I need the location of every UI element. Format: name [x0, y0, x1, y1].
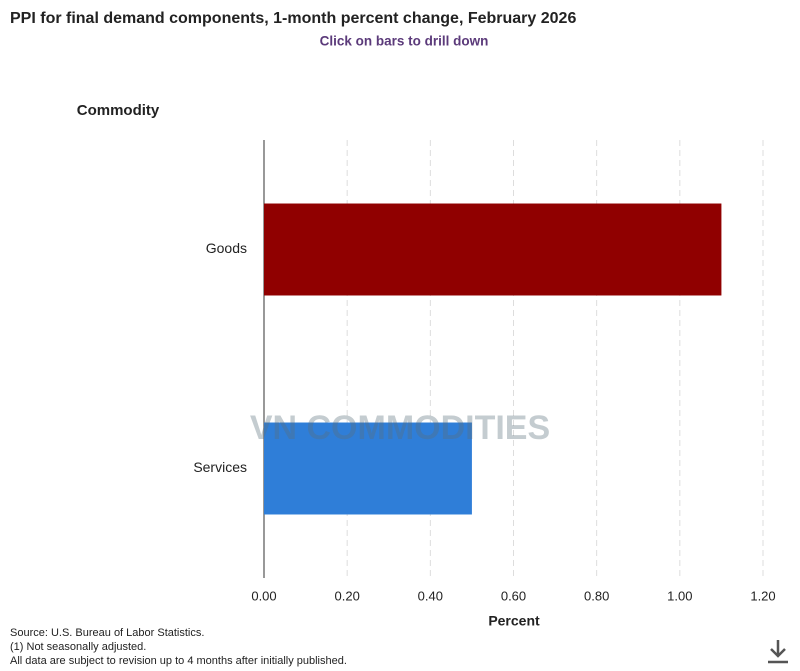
y-tick-label: Goods: [206, 240, 247, 256]
y-axis-title: Commodity: [77, 102, 160, 119]
footnotes: Source: U.S. Bureau of Labor Statistics.…: [10, 627, 347, 667]
watermark: VN COMMODITIES: [250, 409, 550, 447]
x-tick-label: 0.80: [584, 588, 609, 603]
bar[interactable]: [264, 203, 722, 296]
chart-title: PPI for final demand components, 1-month…: [10, 10, 576, 27]
footnote: All data are subject to revision up to 4…: [10, 655, 347, 667]
x-tick-label: 1.00: [667, 588, 692, 603]
x-tick-label: 1.20: [750, 588, 775, 603]
x-tick-label: 0.60: [501, 588, 526, 603]
x-tick-label: 0.20: [335, 588, 360, 603]
download-button[interactable]: [768, 640, 788, 664]
x-axis-title: Percent: [488, 613, 540, 629]
x-tick-label: 0.40: [418, 588, 443, 603]
plot-area: 0.00 0.20 0.40 0.60 0.80 1.00 1.20 Goods Service…: [193, 140, 776, 603]
chart-subtitle: Click on bars to drill down: [320, 34, 489, 49]
footnote: Source: U.S. Bureau of Labor Statistics.: [10, 627, 204, 639]
y-tick-label: Services: [193, 459, 247, 475]
x-tick-label: 0.00: [251, 588, 276, 603]
footnote: (1) Not seasonally adjusted.: [10, 641, 146, 653]
bar[interactable]: [264, 422, 472, 515]
